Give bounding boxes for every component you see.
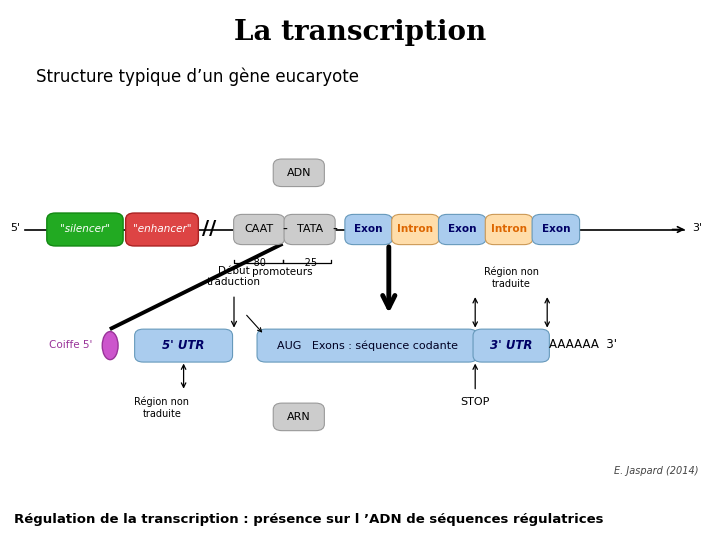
- Text: 5': 5': [10, 224, 20, 233]
- Text: Intron: Intron: [491, 225, 527, 234]
- Text: CAAT: CAAT: [245, 225, 274, 234]
- Ellipse shape: [102, 332, 118, 360]
- Text: Début
traduction: Début traduction: [207, 266, 261, 287]
- Text: 3': 3': [693, 224, 703, 233]
- FancyBboxPatch shape: [257, 329, 477, 362]
- FancyBboxPatch shape: [233, 214, 285, 245]
- FancyBboxPatch shape: [438, 214, 486, 245]
- Text: Exon: Exon: [448, 225, 477, 234]
- Text: 3' UTR: 3' UTR: [490, 339, 532, 352]
- Text: TATA: TATA: [297, 225, 323, 234]
- Text: Région non
traduite: Région non traduite: [484, 267, 539, 289]
- Text: "enhancer": "enhancer": [132, 225, 192, 234]
- Text: Structure typique d’un gène eucaryote: Structure typique d’un gène eucaryote: [36, 68, 359, 86]
- Text: //: //: [202, 219, 216, 238]
- FancyBboxPatch shape: [273, 159, 324, 186]
- Text: Intron: Intron: [397, 225, 433, 234]
- Text: La transcription: La transcription: [234, 19, 486, 46]
- FancyBboxPatch shape: [485, 214, 533, 245]
- Text: "silencer": "silencer": [60, 225, 110, 234]
- Text: - 25: - 25: [298, 258, 317, 268]
- Text: promoteurs: promoteurs: [252, 267, 313, 278]
- FancyBboxPatch shape: [532, 214, 580, 245]
- Text: - 80: - 80: [247, 258, 266, 268]
- FancyBboxPatch shape: [125, 213, 198, 246]
- Text: Exon: Exon: [354, 225, 383, 234]
- Text: Région non
traduite: Région non traduite: [135, 397, 189, 419]
- FancyBboxPatch shape: [284, 214, 335, 245]
- FancyBboxPatch shape: [473, 329, 549, 362]
- Text: -: -: [282, 222, 287, 237]
- Text: Coiffe 5': Coiffe 5': [49, 340, 92, 349]
- Text: ARN: ARN: [287, 412, 310, 422]
- Text: E. Jaspard (2014): E. Jaspard (2014): [614, 466, 698, 476]
- FancyBboxPatch shape: [47, 213, 123, 246]
- FancyBboxPatch shape: [273, 403, 324, 431]
- Text: Exon: Exon: [541, 225, 570, 234]
- FancyBboxPatch shape: [345, 214, 392, 245]
- FancyBboxPatch shape: [135, 329, 233, 362]
- Text: STOP: STOP: [461, 397, 490, 407]
- Text: 5' UTR: 5' UTR: [163, 339, 204, 352]
- Text: -: -: [333, 222, 337, 237]
- Text: AAAAAA  3': AAAAAA 3': [549, 338, 616, 351]
- Text: ADN: ADN: [287, 168, 311, 178]
- Text: AUG   Exons : séquence codante: AUG Exons : séquence codante: [276, 340, 458, 351]
- Text: Régulation de la transcription : présence sur l ’ADN de séquences régulatrices: Régulation de la transcription : présenc…: [14, 514, 604, 526]
- FancyBboxPatch shape: [392, 214, 439, 245]
